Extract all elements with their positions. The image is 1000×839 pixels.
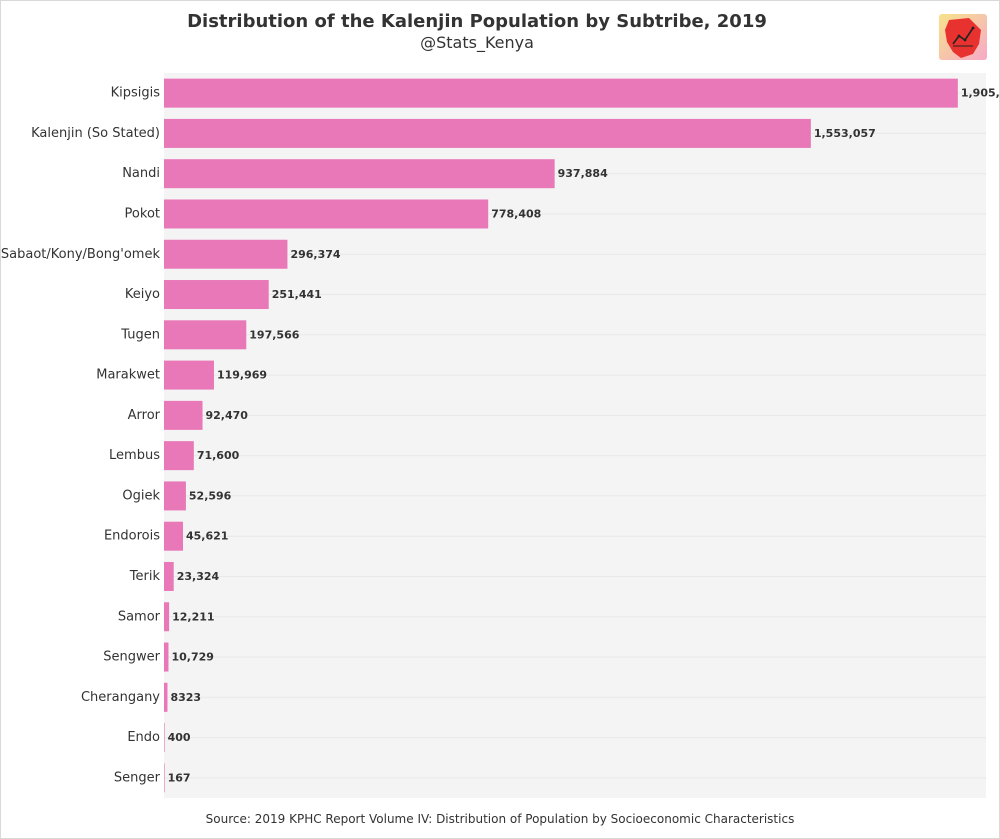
category-label: Kipsigis <box>111 86 161 101</box>
category-label: Arror <box>128 408 161 423</box>
value-label: 8323 <box>170 691 201 704</box>
category-label: Keiyo <box>125 287 160 302</box>
value-label: 197,566 <box>249 328 299 341</box>
chart-title: Distribution of the Kalenjin Population … <box>187 11 767 32</box>
bar <box>164 400 203 430</box>
value-label: 52,596 <box>189 489 232 502</box>
bar <box>164 682 168 712</box>
category-label: Tugen <box>120 327 160 342</box>
bars: Kipsigis 1,905,983 Kalenjin (So Stated) 1,5… <box>1 78 999 793</box>
value-label: 167 <box>168 771 191 784</box>
category-label: Sabaot/Kony/Bong'omek <box>1 247 160 262</box>
value-label: 251,441 <box>272 288 322 301</box>
plot-background <box>164 73 986 798</box>
category-label: Marakwet <box>96 368 160 383</box>
bar <box>164 763 165 793</box>
bar <box>164 561 174 591</box>
bar <box>164 723 165 753</box>
bar <box>164 239 288 269</box>
value-label: 296,374 <box>290 248 340 261</box>
category-label: Senger <box>114 770 161 785</box>
value-label: 119,969 <box>217 369 267 382</box>
value-label: 71,600 <box>197 449 240 462</box>
bar <box>164 118 811 148</box>
bar <box>164 159 555 189</box>
bar <box>164 199 489 229</box>
bar <box>164 280 269 310</box>
category-label: Samor <box>118 609 161 624</box>
kenya-map-logo-icon <box>939 14 987 60</box>
value-label: 23,324 <box>177 570 220 583</box>
bar <box>164 642 169 672</box>
category-label: Ogiek <box>122 488 160 503</box>
category-label: Cherangany <box>81 690 160 705</box>
value-label: 400 <box>168 731 191 744</box>
bar <box>164 481 186 511</box>
chart-source: Source: 2019 KPHC Report Volume IV: Dist… <box>205 812 795 826</box>
value-label: 45,621 <box>186 530 228 543</box>
value-label: 1,905,983 <box>961 87 999 100</box>
category-label: Sengwer <box>103 650 160 665</box>
category-label: Endo <box>127 730 160 745</box>
bar <box>164 602 170 632</box>
value-label: 778,408 <box>491 207 541 220</box>
bar <box>164 78 958 108</box>
value-label: 1,553,057 <box>814 127 876 140</box>
category-label: Nandi <box>122 166 160 181</box>
bar <box>164 521 184 551</box>
value-label: 937,884 <box>558 167 608 180</box>
category-label: Lembus <box>109 448 160 463</box>
value-label: 10,729 <box>171 651 213 664</box>
bar <box>164 360 214 390</box>
bar <box>164 441 194 471</box>
category-label: Pokot <box>125 206 160 221</box>
value-label: 12,211 <box>172 610 214 623</box>
bar <box>164 320 247 350</box>
chart-subtitle: @Stats_Kenya <box>420 33 534 52</box>
category-label: Endorois <box>104 529 160 544</box>
value-label: 92,470 <box>206 409 249 422</box>
category-label: Kalenjin (So Stated) <box>31 126 160 141</box>
category-label: Terik <box>129 569 161 584</box>
